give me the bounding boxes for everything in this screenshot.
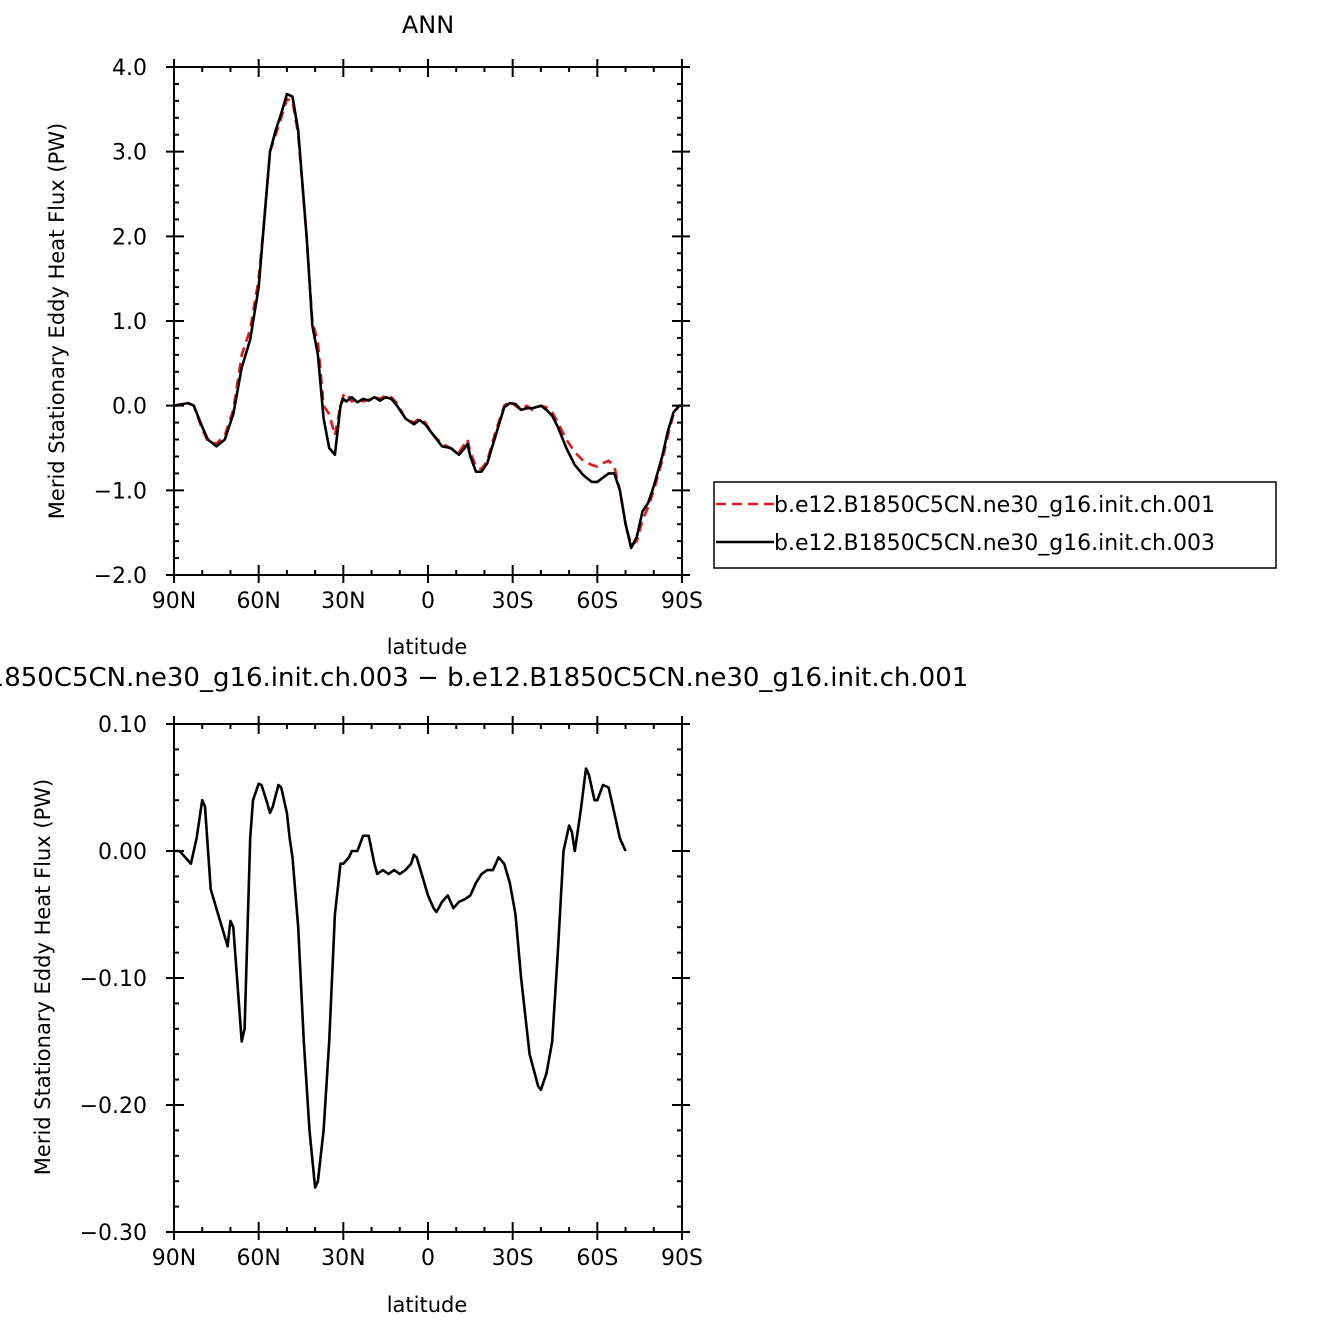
bottom-xtick-label: 90N bbox=[152, 1246, 196, 1271]
bottom-ylabel: Merid Stationary Eddy Heat Flux (PW) bbox=[31, 779, 55, 1175]
top-series-line-1 bbox=[173, 92, 682, 550]
top-xtick-label: 60S bbox=[576, 589, 618, 614]
top-xtick-label: 30S bbox=[492, 589, 534, 614]
bottom-ytick-label: −0.20 bbox=[80, 1094, 147, 1119]
top-title: ANN bbox=[402, 11, 454, 39]
bottom-xtick-label: 90S bbox=[661, 1246, 703, 1271]
top-xtick-label: 90S bbox=[661, 589, 703, 614]
top-ytick-label: 3.0 bbox=[112, 141, 147, 166]
top-xtick-label: 30N bbox=[321, 589, 365, 614]
bottom-xtick-label: 0 bbox=[421, 1246, 435, 1271]
top-ytick-label: −2.0 bbox=[94, 564, 147, 589]
bottom-ytick-label: −0.10 bbox=[80, 967, 147, 992]
top-ytick-label: −1.0 bbox=[94, 479, 147, 504]
top-xlabel: latitude bbox=[387, 635, 468, 659]
legend-label-003: b.e12.B1850C5CN.ne30_g16.init.ch.003 bbox=[774, 531, 1215, 556]
top-series-line-0 bbox=[173, 97, 682, 547]
legend: b.e12.B1850C5CN.ne30_g16.init.ch.001 b.e… bbox=[713, 481, 1277, 569]
top-ytick-label: 4.0 bbox=[112, 56, 147, 81]
top-xtick-label: 0 bbox=[421, 589, 435, 614]
bottom-xlabel: latitude bbox=[387, 1293, 468, 1317]
bottom-panel: b.e12.B1850C5CN.ne30_g16.init.ch.003 − b… bbox=[0, 663, 968, 1317]
bottom-frame bbox=[173, 723, 683, 1233]
top-plot-area: 90N 60N 30N 0 30S 60S 90S 4.0 3.0 2.0 1.0 0.0 −1.0 −2… bbox=[94, 56, 703, 614]
top-frame bbox=[173, 66, 683, 576]
top-ylabel: Merid Stationary Eddy Heat Flux (PW) bbox=[45, 123, 69, 519]
bottom-ytick-label: −0.30 bbox=[80, 1221, 147, 1246]
top-xtick-label: 90N bbox=[152, 589, 196, 614]
top-ytick-label: 2.0 bbox=[112, 225, 147, 250]
legend-box bbox=[713, 481, 1277, 569]
bottom-ytick-label: 0.00 bbox=[98, 840, 147, 865]
bottom-ytick-label: 0.10 bbox=[98, 713, 147, 738]
bottom-xtick-label: 60S bbox=[576, 1246, 618, 1271]
bottom-title: b.e12.B1850C5CN.ne30_g16.init.ch.003 − b… bbox=[0, 663, 968, 693]
bottom-xtick-label: 30S bbox=[492, 1246, 534, 1271]
top-xtick-label: 60N bbox=[236, 589, 280, 614]
top-panel: ANN 90N 60N 30N 0 30S 60S 90S 4.0 3.0 2.0 1.0 0.0 −1… bbox=[45, 11, 703, 659]
bottom-xtick-label: 60N bbox=[236, 1246, 280, 1271]
bottom-series-line-0 bbox=[174, 767, 627, 1189]
legend-label-001: b.e12.B1850C5CN.ne30_g16.init.ch.001 bbox=[774, 493, 1215, 518]
top-ytick-label: 0.0 bbox=[112, 395, 147, 420]
bottom-plot-area: 90N 60N 30N 0 30S 60S 90S 0.10 0.00 −0.10 −0.20 −0.… bbox=[80, 713, 703, 1271]
top-ytick-label: 1.0 bbox=[112, 310, 147, 335]
bottom-xtick-label: 30N bbox=[321, 1246, 365, 1271]
